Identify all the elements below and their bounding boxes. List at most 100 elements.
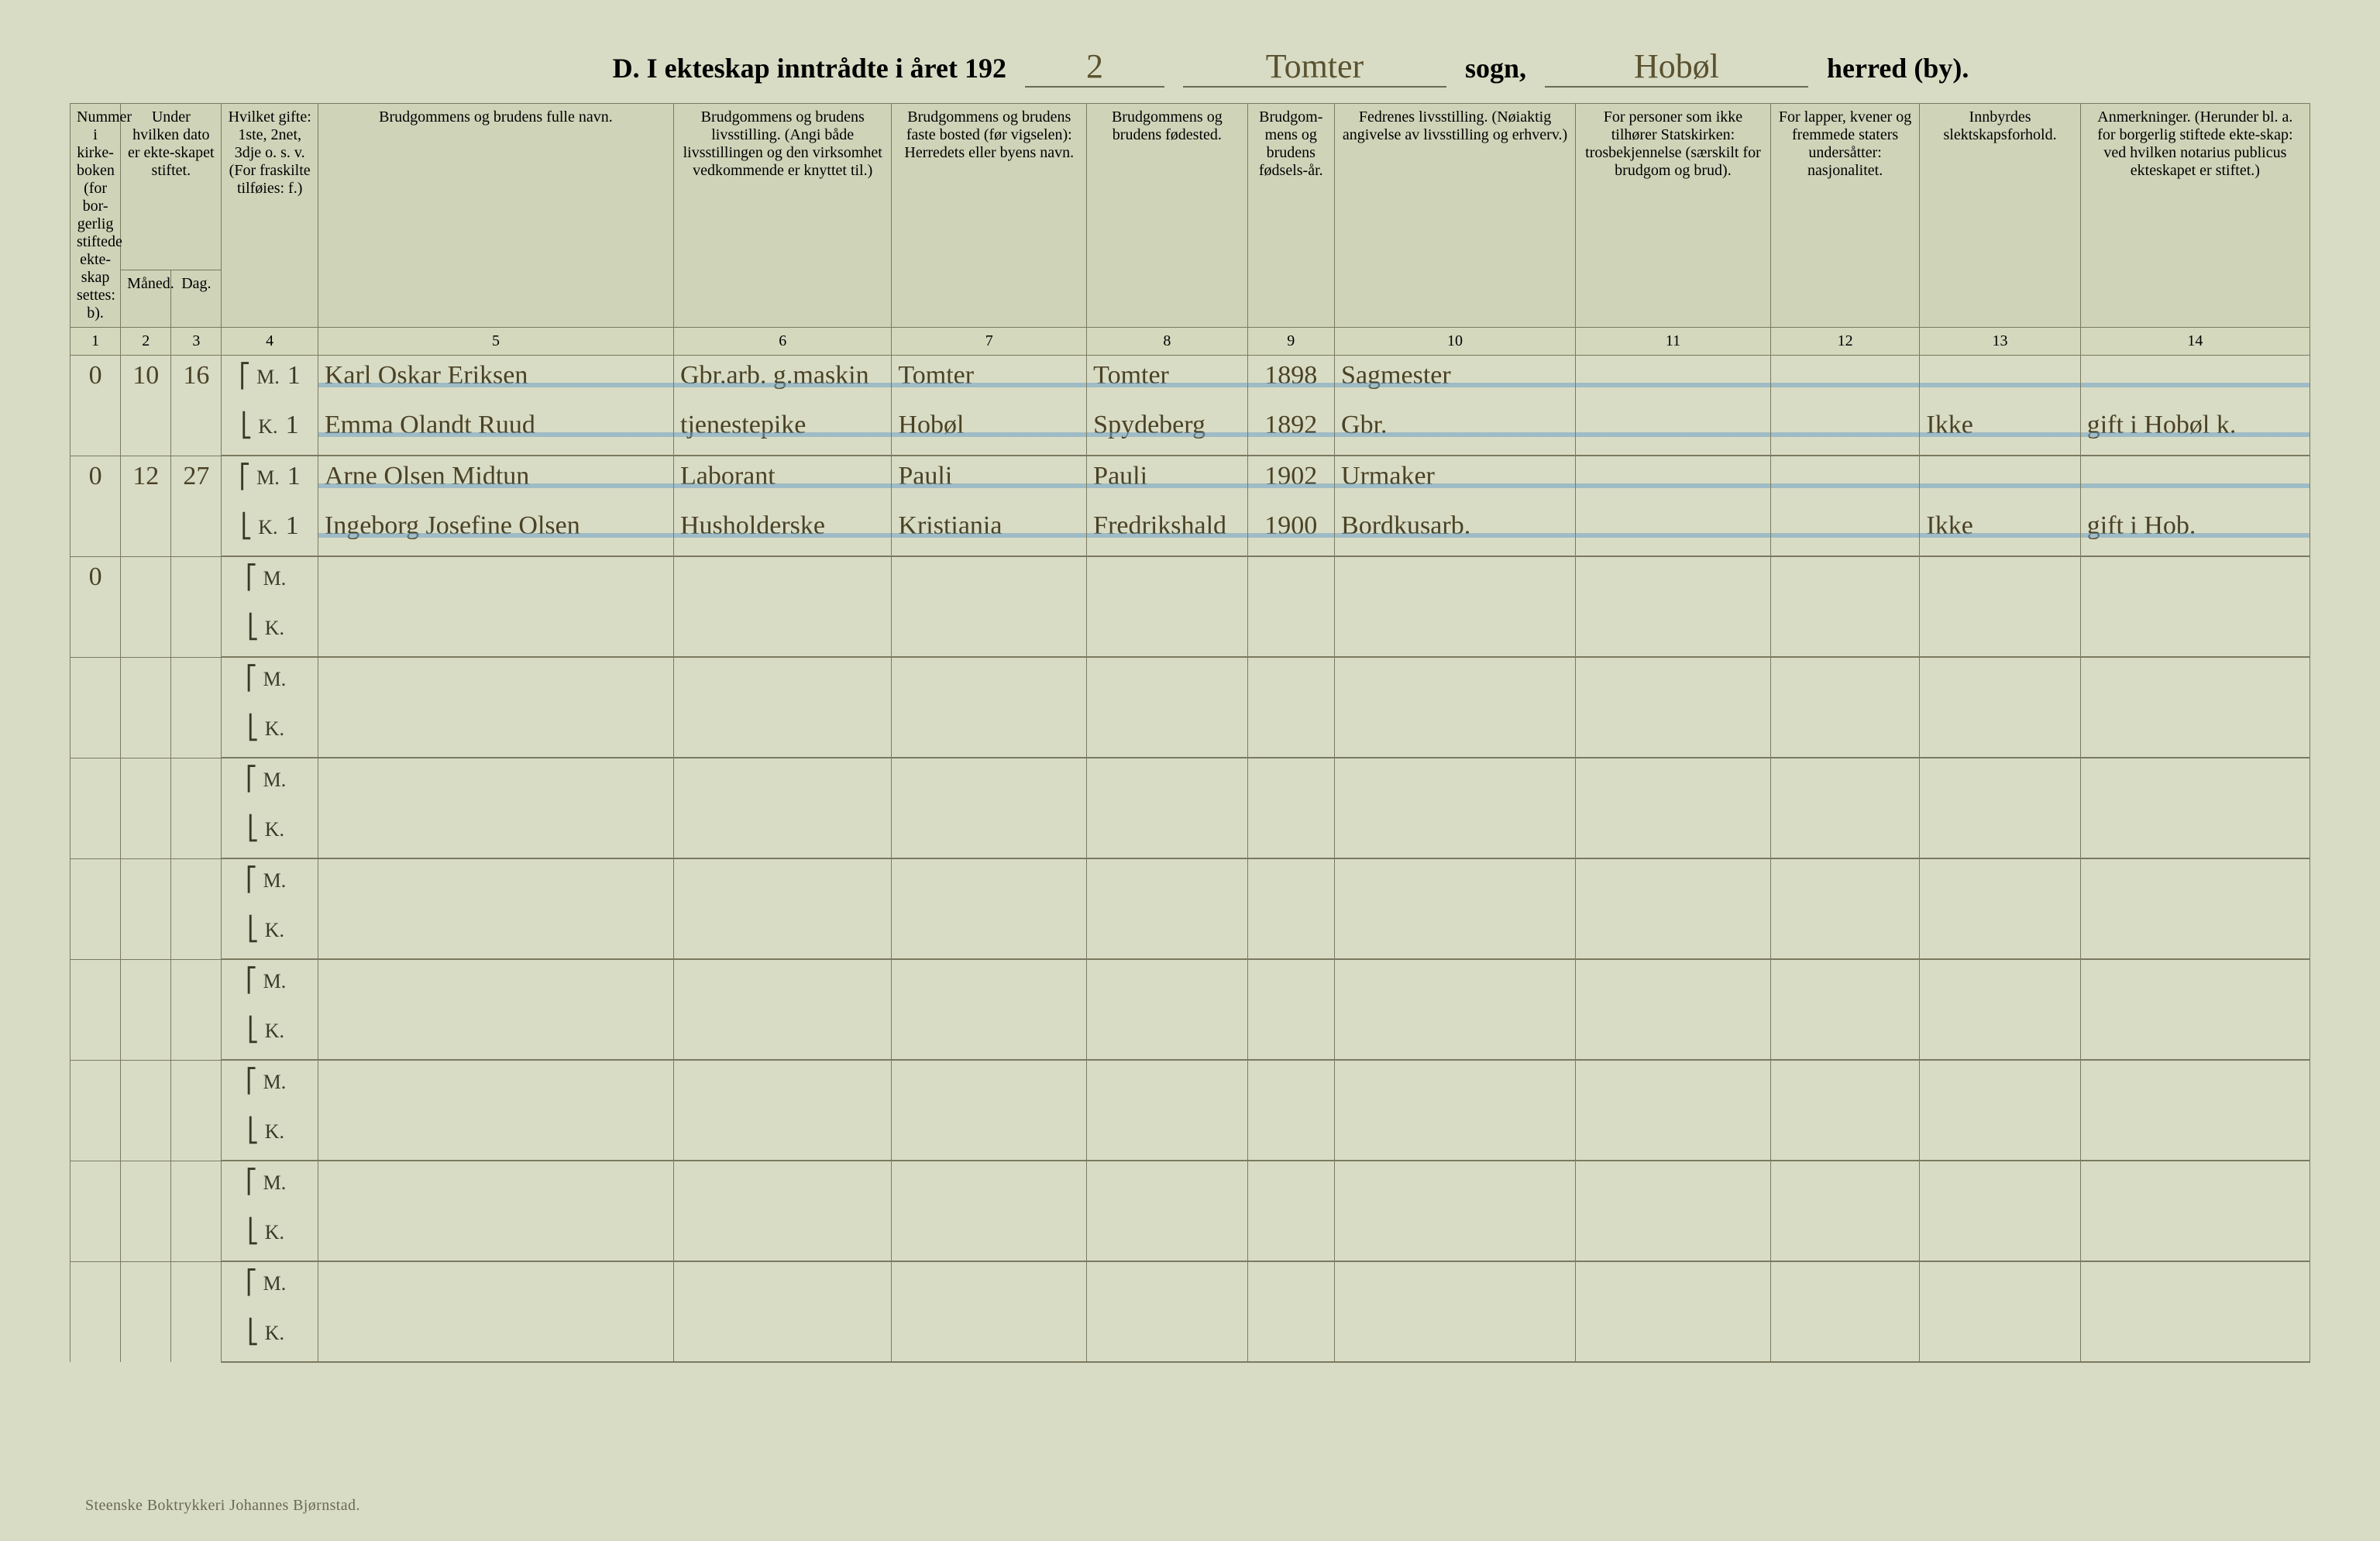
cell-col7 <box>892 1110 1087 1161</box>
cell-col11 <box>1576 909 1771 959</box>
bracket-bottom-icon: ⎣ <box>247 1017 265 1043</box>
title-sogn-value: Tomter <box>1183 46 1446 88</box>
header-col11: For personer som ikke tilhører Statskirk… <box>1576 104 1771 328</box>
cell-col13 <box>1920 1010 2080 1060</box>
cell-col3 <box>171 556 222 657</box>
mk-label: M. <box>256 466 280 489</box>
table-row: ⎣ K. <box>71 1010 2310 1060</box>
cell-col8: Pauli <box>1087 456 1247 506</box>
page-title-line: D. I ekteskap inntrådte i året 192 2 Tom… <box>170 46 2380 88</box>
cell-col11 <box>1576 607 1771 657</box>
cell-col6 <box>674 758 892 808</box>
cell-col9 <box>1247 959 1335 1010</box>
bracket-bottom-icon: ⎣ <box>247 614 265 640</box>
cell-col12 <box>1770 808 1920 858</box>
colnum-14: 14 <box>2080 328 2309 356</box>
cell-col7 <box>892 959 1087 1010</box>
cell-col5 <box>318 1060 673 1110</box>
colnum-11: 11 <box>1576 328 1771 356</box>
table-row: ⎡ M. <box>71 657 2310 707</box>
title-prefix: D. I ekteskap inntrådte i året 192 <box>613 52 1006 84</box>
colnum-4: 4 <box>222 328 318 356</box>
header-col6: Brudgommens og brudens livsstilling. (An… <box>674 104 892 328</box>
cell-col7 <box>892 858 1087 909</box>
table-row: ⎡ M. <box>71 1060 2310 1110</box>
cell-col12 <box>1770 858 1920 909</box>
colnum-10: 10 <box>1335 328 1576 356</box>
cell-col9 <box>1247 607 1335 657</box>
cell-col6 <box>674 556 892 607</box>
cell-col10 <box>1335 909 1576 959</box>
cell-col3 <box>171 959 222 1060</box>
cell-col9 <box>1247 1261 1335 1312</box>
cell-col14 <box>2080 1010 2309 1060</box>
cell-col10 <box>1335 858 1576 909</box>
cell-col4: 1 <box>287 462 301 490</box>
cell-col8 <box>1087 556 1247 607</box>
cell-col12 <box>1770 1211 1920 1261</box>
bracket-bottom-icon: ⎣ <box>247 917 265 942</box>
cell-col14 <box>2080 356 2309 406</box>
cell-col13 <box>1920 1261 2080 1312</box>
cell-col9 <box>1247 758 1335 808</box>
cell-col13 <box>1920 858 2080 909</box>
header-col9: Brudgom-mens og brudens fødsels-år. <box>1247 104 1335 328</box>
cell-col12 <box>1770 1161 1920 1211</box>
cell-mk: ⎡ M. <box>222 657 318 707</box>
cell-mk: ⎣ K. <box>222 1010 318 1060</box>
bracket-top-icon: ⎡ <box>246 766 263 792</box>
cell-col8: Spydeberg <box>1087 405 1247 456</box>
cell-col8 <box>1087 909 1247 959</box>
cell-col7: Pauli <box>892 456 1087 506</box>
cell-mk: ⎡ M.1 <box>222 456 318 506</box>
cell-col1 <box>71 1161 121 1261</box>
cell-col3: 16 <box>171 356 222 456</box>
cell-col14 <box>2080 858 2309 909</box>
cell-col9 <box>1247 1312 1335 1362</box>
title-herred-value: Hobøl <box>1545 46 1808 88</box>
cell-col8 <box>1087 1060 1247 1110</box>
cell-col8 <box>1087 1010 1247 1060</box>
cell-col6 <box>674 1261 892 1312</box>
cell-col12 <box>1770 1110 1920 1161</box>
cell-col7 <box>892 607 1087 657</box>
cell-mk: ⎡ M. <box>222 556 318 607</box>
cell-col14 <box>2080 959 2309 1010</box>
bracket-top-icon: ⎡ <box>246 565 263 590</box>
cell-col1: 0 <box>71 456 121 556</box>
cell-col2 <box>121 959 171 1060</box>
column-number-row: 1 2 3 4 5 6 7 8 9 10 11 12 13 14 <box>71 328 2310 356</box>
cell-col12 <box>1770 657 1920 707</box>
cell-col8 <box>1087 808 1247 858</box>
cell-col1 <box>71 1060 121 1161</box>
colnum-7: 7 <box>892 328 1087 356</box>
cell-mk: ⎡ M. <box>222 1261 318 1312</box>
cell-col3: 27 <box>171 456 222 556</box>
cell-col13 <box>1920 808 2080 858</box>
colnum-8: 8 <box>1087 328 1247 356</box>
cell-col5: Ingeborg Josefine Olsen <box>318 506 673 556</box>
cell-col5 <box>318 808 673 858</box>
table-row: ⎡ M. <box>71 1161 2310 1211</box>
cell-col6 <box>674 808 892 858</box>
cell-col12 <box>1770 1312 1920 1362</box>
cell-col7 <box>892 657 1087 707</box>
cell-col5: Karl Oskar Eriksen <box>318 356 673 406</box>
cell-col5 <box>318 1161 673 1211</box>
cell-col8 <box>1087 657 1247 707</box>
header-col2-3-top: Under hvilken dato er ekte-skapet stifte… <box>121 104 222 270</box>
cell-col5: Arne Olsen Midtun <box>318 456 673 506</box>
cell-col3 <box>171 657 222 758</box>
cell-col5 <box>318 657 673 707</box>
bracket-bottom-icon: ⎣ <box>247 816 265 841</box>
cell-col7 <box>892 1161 1087 1211</box>
cell-col7 <box>892 1060 1087 1110</box>
cell-col7 <box>892 707 1087 758</box>
register-table: Nummer i kirke-boken (for bor-gerlig sti… <box>70 103 2310 1363</box>
header-col14: Anmerkninger. (Herunder bl. a. for borge… <box>2080 104 2309 328</box>
cell-col11 <box>1576 506 1771 556</box>
cell-mk: ⎡ M. <box>222 1161 318 1211</box>
cell-col1 <box>71 959 121 1060</box>
cell-col10 <box>1335 1161 1576 1211</box>
bracket-top-icon: ⎡ <box>239 363 257 389</box>
